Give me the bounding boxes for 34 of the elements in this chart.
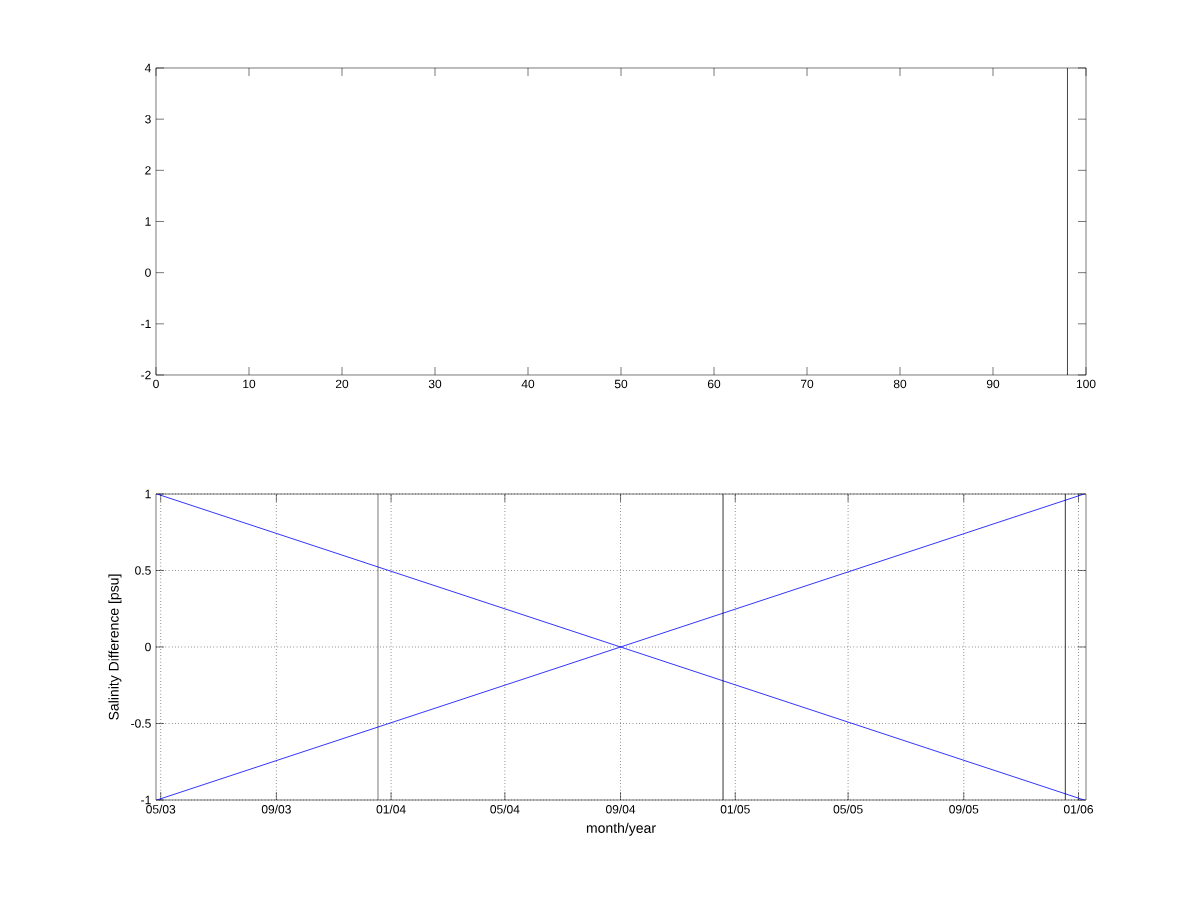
y-tick-label: 0 (145, 642, 151, 652)
x-tick-label: 01/04 (376, 804, 406, 814)
x-tick-label: 20 (335, 379, 349, 389)
y-tick-label: 1 (145, 489, 151, 499)
x-tick-label: 50 (614, 379, 628, 389)
y-tick-label: 1 (145, 217, 151, 226)
y-tick-label: 4 (144, 63, 151, 73)
x-tick-label: 100 (1076, 379, 1096, 389)
x-tick-label: 09/05 (949, 804, 979, 814)
y-tick-label: 2 (145, 166, 151, 175)
y-tick-label: -1 (141, 319, 151, 328)
x-tick-label: 09/03 (261, 804, 291, 814)
y-tick-label: 3 (145, 114, 151, 124)
y-tick-label: 0.5 (135, 566, 151, 575)
x-tick-label: 10 (243, 379, 256, 389)
x-tick-label: 70 (800, 379, 814, 389)
x-axis-title: month/year (586, 822, 656, 836)
y-tick-label: -1 (141, 795, 151, 805)
x-tick-label: 80 (893, 379, 907, 389)
x-tick-label: 40 (521, 379, 535, 389)
y-tick-label: -0.5 (131, 719, 151, 728)
x-tick-label: 01/05 (720, 804, 750, 814)
y-axis-title: Salinity Difference [psu] (108, 574, 122, 720)
x-tick-label: 30 (428, 379, 442, 389)
x-tick-label: 01/06 (1063, 804, 1093, 814)
x-tick-label: 05/05 (833, 804, 863, 814)
x-tick-label: 05/03 (146, 804, 176, 814)
y-tick-label: 0 (145, 268, 151, 277)
x-tick-label: 60 (707, 379, 721, 389)
y-tick-label: -2 (141, 370, 151, 380)
x-tick-label: 90 (986, 379, 1000, 389)
x-tick-label: 0 (153, 379, 159, 389)
x-tick-label: 09/04 (605, 804, 636, 814)
x-tick-label: 05/04 (490, 804, 520, 814)
